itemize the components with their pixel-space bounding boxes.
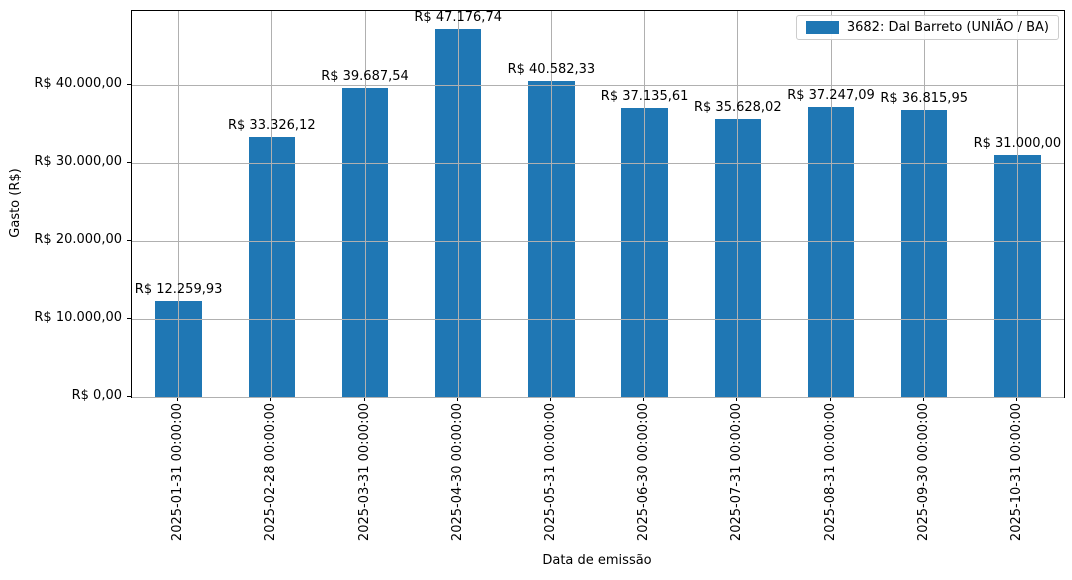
bar-value-label: R$ 37.247,09 xyxy=(787,87,875,103)
grid-layer xyxy=(132,11,1064,398)
x-tick-mark xyxy=(456,397,458,401)
legend: 3682: Dal Barreto (UNIÃO / BA) xyxy=(795,15,1059,40)
gridline-vertical xyxy=(178,11,180,397)
x-axis-title: Data de emissão xyxy=(542,553,652,568)
gridline-vertical xyxy=(1016,11,1018,397)
y-tick-label: R$ 0,00 xyxy=(71,388,122,403)
x-tick-mark xyxy=(829,397,831,401)
gridline-vertical xyxy=(737,11,739,397)
x-tick-mark xyxy=(1015,397,1017,401)
gridline-vertical xyxy=(271,11,273,397)
x-tick-label-text: 2025-08-31 00:00:00 xyxy=(822,403,838,542)
bar-value-label: R$ 35.628,02 xyxy=(693,100,782,116)
x-tick-mark xyxy=(270,397,272,401)
gridline-vertical xyxy=(830,11,832,397)
x-tick-mark xyxy=(922,397,924,401)
y-tick-label: R$ 20.000,00 xyxy=(34,232,122,248)
y-tick-mark xyxy=(127,83,131,85)
x-tick-label-text: 2025-02-28 00:00:00 xyxy=(263,403,279,542)
x-tick-mark xyxy=(736,397,738,401)
x-tick-label-text: 2025-04-30 00:00:00 xyxy=(449,403,465,542)
x-tick-label-text: 2025-03-31 00:00:00 xyxy=(356,403,372,542)
x-tick-mark xyxy=(643,397,645,401)
bar-value-label: R$ 33.326,12 xyxy=(227,118,316,134)
bar-value-label: R$ 40.582,33 xyxy=(507,61,596,77)
bar-value-label: R$ 36.815,95 xyxy=(880,91,968,107)
gridline-horizontal xyxy=(132,396,1064,398)
gridline-vertical xyxy=(644,11,646,397)
x-tick-label-text: 2025-09-30 00:00:00 xyxy=(915,403,931,542)
x-tick-label-text: 2025-10-31 00:00:00 xyxy=(1008,403,1024,542)
y-tick-label: R$ 40.000,00 xyxy=(34,76,122,92)
y-tick-label: R$ 10.000,00 xyxy=(34,310,122,326)
bar-value-label: R$ 39.687,54 xyxy=(321,68,409,84)
y-tick-mark xyxy=(127,161,131,163)
x-tick-label-text: 2025-05-31 00:00:00 xyxy=(542,403,558,542)
y-tick-mark xyxy=(127,239,131,241)
gridline-horizontal xyxy=(132,84,1064,86)
gridline-vertical xyxy=(457,11,459,397)
legend-color-patch xyxy=(805,21,839,34)
x-tick-label-text: 2025-07-31 00:00:00 xyxy=(729,403,745,542)
gridline-vertical xyxy=(364,11,366,397)
gridline-horizontal xyxy=(132,162,1064,164)
bar-value-label: R$ 31.000,00 xyxy=(973,136,1062,152)
y-tick-mark xyxy=(127,317,131,319)
annotations-layer: R$ 12.259,93 R$ 33.326,12 R$ 39.687,54 R$ 4… xyxy=(132,10,1064,397)
x-tick-mark xyxy=(177,397,179,401)
x-tick-mark xyxy=(363,397,365,401)
x-tick-label-text: 2025-01-31 00:00:00 xyxy=(170,403,186,542)
x-tick-label-text: 2025-06-30 00:00:00 xyxy=(636,403,652,542)
y-axis-title-text: Gasto (R$) xyxy=(8,168,23,238)
gridline-horizontal xyxy=(132,240,1064,242)
bar-value-label: R$ 37.135,61 xyxy=(600,88,689,104)
y-tick-mark xyxy=(127,395,131,397)
bar-value-label: R$ 12.259,93 xyxy=(134,282,223,298)
gridline-horizontal xyxy=(132,318,1064,320)
gridline-vertical xyxy=(550,11,552,397)
bar-value-label: R$ 47.176,74 xyxy=(414,10,502,26)
gridline-vertical xyxy=(923,11,925,397)
y-tick-label: R$ 30.000,00 xyxy=(34,154,122,170)
legend-label: 3682: Dal Barreto (UNIÃO / BA) xyxy=(846,20,1049,35)
plot-area: R$ 12.259,93 R$ 33.326,12 R$ 39.687,54 R$ 4… xyxy=(131,10,1065,398)
x-tick-mark xyxy=(549,397,551,401)
